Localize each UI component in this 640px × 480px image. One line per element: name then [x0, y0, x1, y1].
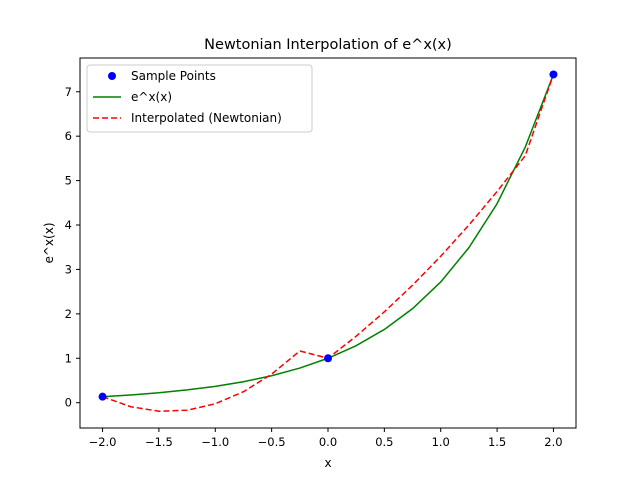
legend-box — [86, 64, 313, 133]
x-tick-label-8: 2.0 — [544, 435, 562, 449]
x-tick-label-6: 1.0 — [432, 435, 450, 449]
chart-title: Newtonian Interpolation of e^x(x) — [204, 37, 452, 53]
x-tick-label-3: −0.5 — [258, 435, 286, 449]
y-axis: 0 1 2 3 4 5 6 7 — [65, 85, 80, 410]
y-axis-label: e^x(x) — [42, 222, 56, 263]
y-tick-label-5: 5 — [65, 174, 72, 188]
x-tick-label-2: −1.0 — [201, 435, 229, 449]
x-tick-label-5: 0.5 — [375, 435, 393, 449]
legend: Sample Points e^x(x) Interpolated (Newtoni… — [86, 64, 313, 133]
legend-label-1: e^x(x) — [131, 90, 172, 104]
sample-point-0 — [98, 392, 107, 401]
x-tick-label-4: 0.0 — [319, 435, 337, 449]
y-tick-label-7: 7 — [65, 85, 72, 99]
legend-label-0: Sample Points — [131, 69, 216, 83]
x-tick-label-0: −2.0 — [89, 435, 117, 449]
legend-marker-0 — [108, 72, 116, 80]
plot-area — [98, 70, 558, 413]
legend-label-2: Interpolated (Newtonian) — [131, 111, 282, 125]
x-axis: −2.0 −1.5 −1.0 −0.5 0.0 0.5 1.0 1.5 2.0 — [89, 428, 563, 449]
y-tick-label-2: 2 — [65, 307, 72, 321]
y-tick-label-4: 4 — [65, 218, 72, 232]
sample-point-2 — [549, 70, 558, 79]
x-axis-label: x — [324, 456, 331, 470]
sample-point-1 — [324, 354, 332, 363]
y-tick-label-1: 1 — [65, 351, 72, 365]
y-tick-label-6: 6 — [65, 129, 72, 143]
y-tick-label-3: 3 — [65, 262, 72, 276]
x-tick-label-7: 1.5 — [488, 435, 506, 449]
x-tick-label-1: −1.5 — [145, 435, 173, 449]
y-tick-label-0: 0 — [65, 396, 72, 410]
